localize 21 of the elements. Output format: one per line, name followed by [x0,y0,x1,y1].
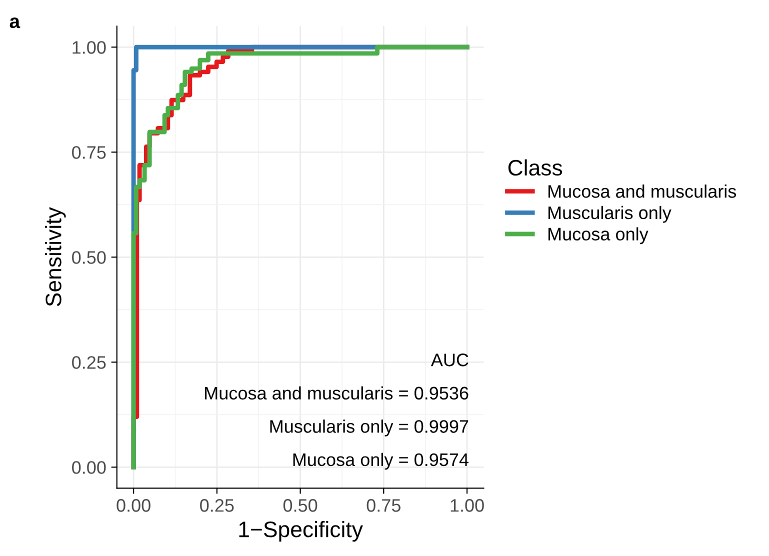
y-tick-label: 0.75 [72,146,106,159]
y-tick-label: 0.50 [72,251,106,264]
legend-label: Mucosa only [548,227,648,244]
annotation: Mucosa only = 0.9574 [293,452,469,470]
x-tick-label: 0.00 [116,499,150,512]
y-tick-label: 0.00 [72,461,106,474]
y-tick-label: 1.00 [72,41,106,54]
x-axis-title: 1−Specificity [239,520,363,542]
legend-label: Mucosa and muscularis [548,184,736,198]
annotation: Muscularis only = 0.9997 [270,420,468,436]
y-axis-title: Sensitivity [45,207,66,306]
x-tick-label: 0.25 [200,499,234,512]
x-tick-label: 0.75 [366,499,400,512]
text: a [10,18,20,28]
x-tick-label: 1.00 [450,499,484,512]
x-tick-label: 0.50 [283,499,318,512]
y-tick-label: 0.25 [72,356,106,369]
annotation: Mucosa and muscularis = 0.9536 [205,386,468,400]
annotation: AUC [430,354,468,366]
legend-label: Muscularis only [548,206,672,223]
legend-title: Class [508,159,562,176]
